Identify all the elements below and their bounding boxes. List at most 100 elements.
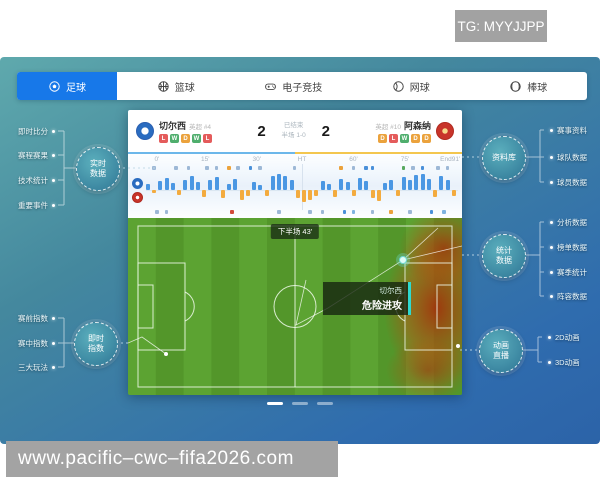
event-marker (214, 166, 219, 170)
event-marker (236, 166, 240, 170)
link-item[interactable]: 分析数据 (546, 217, 587, 228)
momentum-bar (252, 182, 257, 190)
link-item[interactable]: 赛程赛果 (18, 150, 59, 161)
link-item[interactable]: 2D动画 (544, 332, 580, 343)
event-marker (370, 166, 375, 170)
link-item[interactable]: 三大玩法 (18, 362, 59, 373)
bullet-dot (550, 295, 553, 298)
momentum-bar (389, 180, 394, 190)
event-marker (155, 210, 159, 214)
form-badge: W (192, 134, 201, 143)
momentum-bar (451, 190, 456, 196)
link-item[interactable]: 阵容数据 (546, 291, 587, 302)
event-marker (292, 166, 297, 170)
momentum-bar (227, 183, 232, 190)
tab-gamepad[interactable]: 电子竞技 (235, 72, 353, 100)
tab-tennis[interactable]: 网球 (352, 72, 470, 100)
event-markers-top (146, 166, 458, 170)
momentum-bar (170, 182, 175, 190)
link-item[interactable]: 即时比分 (18, 126, 59, 137)
momentum-bar (189, 175, 194, 190)
link-item[interactable]: 赛前指数 (18, 313, 59, 324)
momentum-bar (245, 190, 250, 196)
event-marker (174, 166, 178, 170)
pagination-dot[interactable] (292, 402, 308, 405)
momentum-bar (433, 190, 438, 198)
momentum-bar (283, 175, 288, 190)
event-marker (389, 210, 393, 214)
node-statistics[interactable]: 统计数据 (482, 234, 526, 278)
event-markers-bottom (146, 210, 458, 214)
momentum-timeline[interactable]: 0' 15' 30' HT 60' 75' End91' (128, 154, 462, 218)
bullet-dot (548, 336, 551, 339)
link-item[interactable]: 赛事资料 (546, 125, 587, 136)
away-team-league: 英超 #10 (375, 124, 401, 131)
momentum-bar (351, 190, 356, 196)
time-tick: 15' (201, 156, 210, 163)
link-item[interactable]: 榜单数据 (546, 242, 587, 253)
momentum-bar (177, 190, 182, 195)
away-team-name: 阿森纳 (403, 121, 431, 131)
event-marker (152, 166, 156, 170)
node-live-index[interactable]: 即时指数 (74, 322, 118, 366)
form-badge: L (388, 134, 398, 143)
momentum-bar (320, 181, 325, 190)
bullet-dot (52, 366, 55, 369)
link-item-label: 阵容数据 (557, 292, 587, 301)
event-marker (205, 166, 209, 170)
event-marker (227, 166, 231, 170)
tab-soccer[interactable]: 足球 (17, 72, 117, 100)
link-item[interactable]: 赛季统计 (546, 267, 587, 278)
site-url: www.pacific–cwc–fifa2026.com (6, 441, 338, 477)
event-marker (248, 166, 253, 170)
tab-baseball[interactable]: 棒球 (470, 72, 588, 100)
momentum-bar (270, 176, 275, 190)
tab-label: 篮球 (174, 82, 195, 94)
time-tick: 30' (252, 156, 261, 163)
momentum-bar (152, 190, 157, 194)
link-item-label: 技术统计 (18, 176, 48, 185)
momentum-bar (264, 190, 269, 197)
node-database[interactable]: 资料库 (482, 136, 526, 180)
momentum-bar (364, 181, 369, 190)
link-item[interactable]: 球员数据 (546, 177, 587, 188)
momentum-bar (426, 178, 431, 190)
event-marker (445, 166, 450, 170)
link-item-label: 赛中指数 (18, 339, 48, 348)
time-tick: End91' (440, 156, 461, 163)
event-type: 危险进攻 (362, 301, 402, 312)
momentum-bar (239, 190, 244, 200)
momentum-bar (195, 182, 200, 190)
event-marker (401, 166, 406, 170)
home-team-crest (136, 122, 154, 140)
link-item[interactable]: 重要事件 (18, 200, 59, 211)
link-item[interactable]: 球队数据 (546, 152, 587, 163)
event-marker (351, 166, 356, 170)
pagination-dot[interactable] (317, 402, 333, 405)
pagination-dot[interactable] (267, 402, 283, 405)
carousel-pagination (267, 402, 333, 405)
node-animation-live[interactable]: 动画直播 (479, 329, 523, 373)
event-marker (186, 166, 191, 170)
event-marker (364, 166, 368, 170)
link-item[interactable]: 3D动画 (544, 357, 580, 368)
tab-basketball[interactable]: 篮球 (117, 72, 235, 100)
form-badge: D (181, 134, 190, 143)
momentum-bar (164, 178, 169, 190)
node-realtime-data[interactable]: 实时数据 (76, 147, 120, 191)
form-badge: W (170, 134, 179, 143)
momentum-bar (214, 177, 219, 190)
momentum-bar (308, 190, 313, 200)
tab-label: 电子竞技 (282, 82, 323, 94)
link-item[interactable]: 技术统计 (18, 175, 59, 186)
momentum-bar (445, 180, 450, 190)
link-item-label: 即时比分 (18, 127, 48, 136)
form-badge: L (203, 134, 212, 143)
home-team-league: 英超 #4 (189, 124, 212, 131)
link-item[interactable]: 赛中指数 (18, 338, 59, 349)
event-marker (342, 210, 347, 214)
pitch-view[interactable]: 下半场 43' 切尔西 危险进攻 (128, 218, 462, 395)
